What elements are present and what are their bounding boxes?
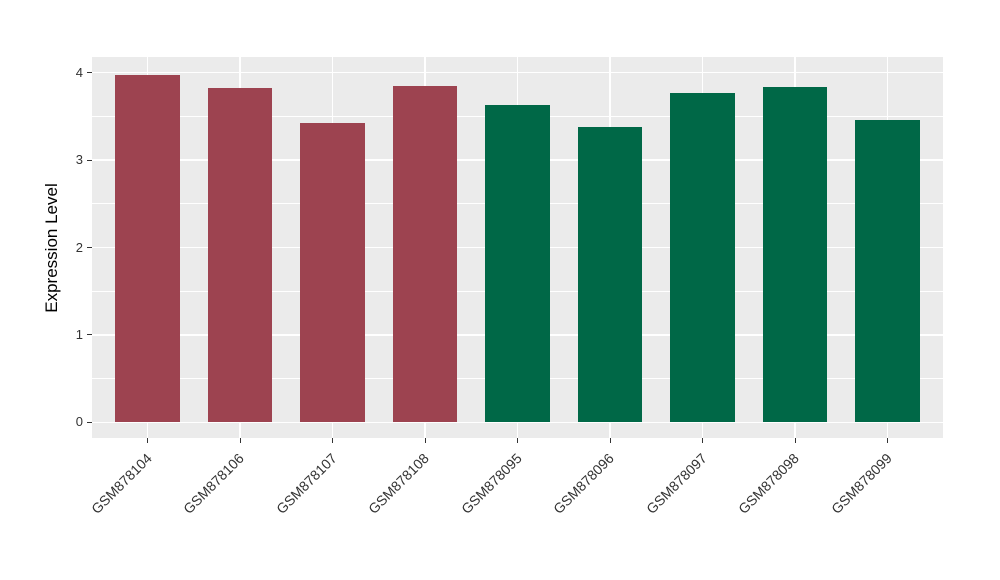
x-tick-mark (239, 438, 241, 443)
plot-panel (92, 57, 943, 438)
bar (670, 92, 735, 423)
bar (392, 85, 458, 423)
x-tick-mark (332, 438, 333, 443)
x-tick-mark (887, 438, 888, 443)
y-tick-mark (87, 159, 92, 161)
x-tick-label: GSM878098 (735, 450, 803, 517)
x-tick-label: GSM878097 (642, 450, 710, 517)
x-tick-label: GSM878104 (87, 450, 155, 517)
y-tick-mark (87, 421, 92, 423)
y-tick-mark (87, 334, 92, 336)
y-tick-mark (87, 247, 92, 248)
x-tick-mark (147, 438, 148, 443)
x-tick-label: GSM878108 (365, 450, 433, 517)
bar (577, 126, 643, 423)
x-tick-mark (424, 438, 426, 443)
y-tick-label: 1 (75, 326, 83, 342)
bar (115, 75, 180, 423)
bar (762, 86, 828, 423)
x-tick-mark (517, 438, 518, 443)
bar (207, 87, 273, 423)
bar (485, 105, 550, 423)
x-tick-mark (702, 438, 703, 443)
y-tick-mark (87, 72, 92, 74)
y-tick-label: 2 (75, 239, 83, 255)
x-tick-mark (609, 438, 611, 443)
y-tick-label: 3 (75, 152, 83, 168)
bar (855, 119, 920, 423)
y-tick-label: 4 (75, 64, 83, 80)
x-tick-label: GSM878096 (550, 450, 618, 517)
x-tick-label: GSM878106 (180, 450, 248, 517)
x-tick-mark (794, 438, 796, 443)
bar (300, 123, 365, 423)
y-tick-label: 0 (75, 414, 83, 430)
x-tick-label: GSM878107 (272, 450, 340, 517)
x-tick-label: GSM878099 (827, 450, 895, 517)
x-tick-label: GSM878095 (457, 450, 525, 517)
